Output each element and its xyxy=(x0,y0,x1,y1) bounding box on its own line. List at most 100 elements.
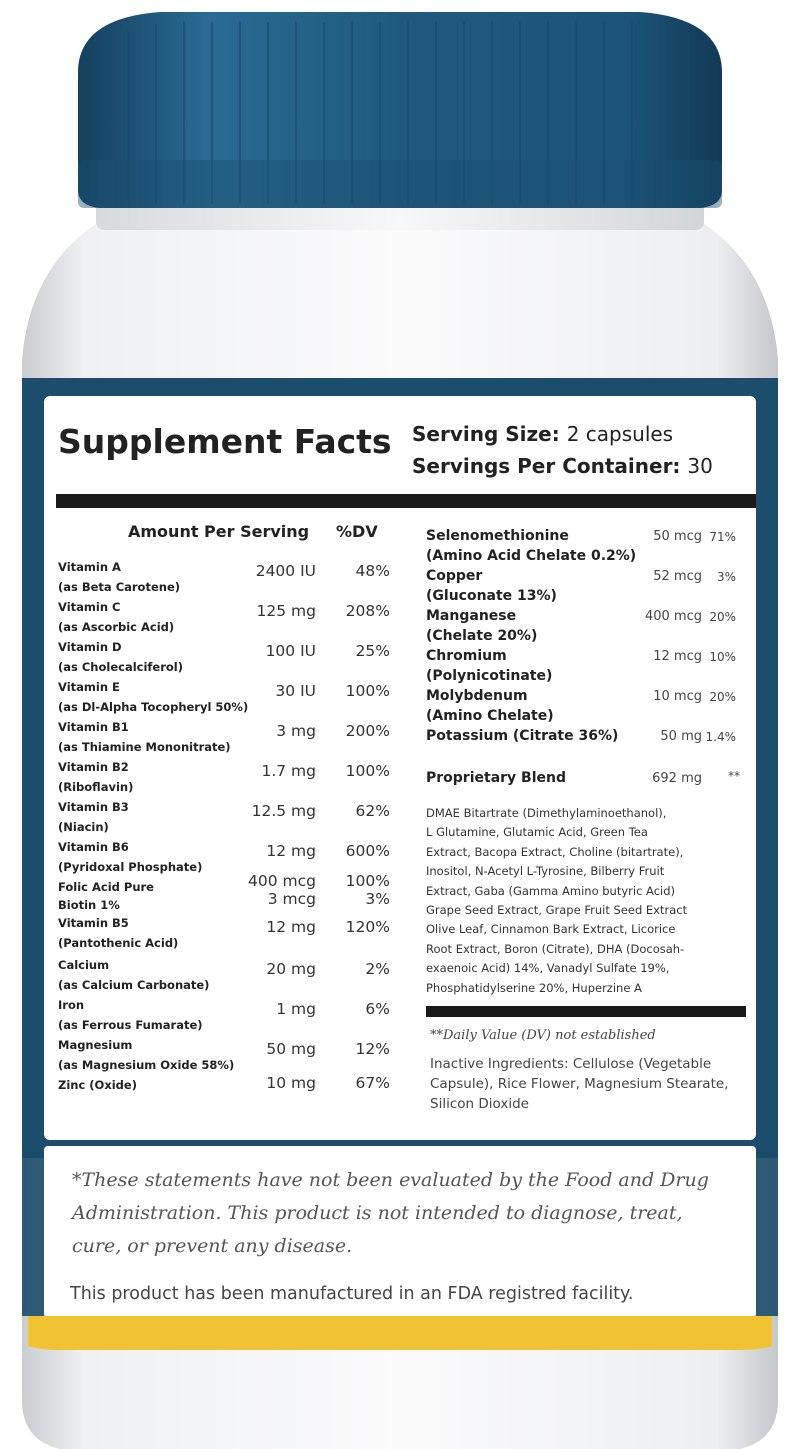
nutrient-source: (as Calcium Carbonate) xyxy=(58,978,210,992)
nutrient-name: Potassium (Citrate 36%) xyxy=(426,728,619,744)
label-panel xyxy=(44,396,756,1140)
fda-disclaimer: *These statements have not been evaluate… xyxy=(72,1169,709,1257)
nutrient-dv: 67% xyxy=(355,1074,390,1092)
nutrient-amount: 12.5 mg xyxy=(251,802,316,820)
inactive-line: Inactive Ingredients: Cellulose (Vegetab… xyxy=(430,1056,712,1072)
nutrient-dv: 3% xyxy=(716,570,736,584)
nutrient-source: (Pyridoxal Phosphate) xyxy=(58,860,203,874)
blend-name: Proprietary Blend xyxy=(426,770,566,786)
nutrient-dv: 3% xyxy=(365,890,390,908)
nutrient-dv: 1.4% xyxy=(705,730,737,744)
nutrient-dv: 12% xyxy=(355,1040,390,1058)
nutrient-source: (Chelate 20%) xyxy=(426,628,538,644)
dv-note: **Daily Value (DV) not established xyxy=(430,1028,656,1043)
blend-line: Olive Leaf, Cinnamon Bark Extract, Licor… xyxy=(426,922,676,937)
nutrient-dv: 200% xyxy=(345,722,390,740)
nutrient-source: (Amino Chelate) xyxy=(426,708,554,724)
nutrient-source: (Pantothenic Acid) xyxy=(58,936,179,950)
inactive-line: Capsule), Rice Flower, Magnesium Stearat… xyxy=(430,1076,729,1092)
nutrient-source: (Amino Acid Chelate 0.2%) xyxy=(426,548,637,564)
nutrient-dv: 208% xyxy=(345,602,390,620)
blend-line: exaenoic Acid) 14%, Vanadyl Sulfate 19%, xyxy=(426,961,670,976)
nutrient-dv: 62% xyxy=(355,802,390,820)
nutrient-name: Vitamin B2 xyxy=(58,760,129,774)
nutrient-dv: 600% xyxy=(345,842,390,860)
nutrient-amount: 12 mg xyxy=(266,918,316,936)
nutrient-name: Vitamin B6 xyxy=(58,840,129,854)
nutrient-source: (as Beta Carotene) xyxy=(58,580,181,594)
nutrient-dv: 71% xyxy=(709,530,736,544)
nutrient-amount: 125 mg xyxy=(256,602,316,620)
nutrient-amount: 50 mcg xyxy=(653,529,702,544)
blend-line: Phosphatidylserine 20%, Huperzine A xyxy=(426,980,642,995)
nutrient-dv: 100% xyxy=(345,682,390,700)
nutrient-source: (as Magnesium Oxide 58%) xyxy=(58,1058,235,1072)
nutrient-dv: 120% xyxy=(345,918,390,936)
blend-line: DMAE Bitartrate (Dimethylaminoethanol), xyxy=(426,806,667,820)
nutrient-amount: 3 mg xyxy=(276,722,316,740)
nutrient-name: Molybdenum xyxy=(426,688,528,704)
nutrient-source: (Polynicotinate) xyxy=(426,668,553,684)
nutrient-dv: 25% xyxy=(355,642,390,660)
nutrient-source: (Riboflavin) xyxy=(58,780,134,794)
nutrient-name: Calcium xyxy=(58,958,110,972)
supplement-facts-label: Supplement Facts Serving Size: 2 capsule… xyxy=(44,396,756,1140)
serving-size: Serving Size: 2 capsules xyxy=(412,422,674,446)
nutrient-amount: 100 IU xyxy=(265,642,316,660)
facility-note: This product has been manufactured in an… xyxy=(70,1284,634,1304)
blend-line: Inositol, N-Acetyl L-Tyrosine, Bilberry … xyxy=(426,864,665,879)
thick-rule xyxy=(56,494,756,508)
inactive-line: Silicon Dioxide xyxy=(430,1096,529,1112)
nutrient-name: Zinc (Oxide) xyxy=(58,1078,137,1092)
nutrient-dv: 2% xyxy=(365,960,390,978)
blend-line: Extract, Bacopa Extract, Choline (bitart… xyxy=(426,844,684,859)
nutrient-name: Selenomethionine xyxy=(426,528,569,544)
nutrient-amount: 50 mg xyxy=(266,1040,316,1058)
nutrient-amount: 10 mcg xyxy=(653,689,702,704)
nutrient-dv: 100% xyxy=(345,872,390,890)
blend-line: L Glutamine, Glutamic Acid, Green Tea xyxy=(426,825,648,840)
nutrient-source: (as Cholecalciferol) xyxy=(58,660,183,674)
nutrient-amount: 400 mcg xyxy=(248,872,316,890)
nutrient-name: Vitamin B3 xyxy=(58,800,129,814)
nutrient-name: Vitamin A xyxy=(58,560,121,574)
nutrient-source: (Gluconate 13%) xyxy=(426,588,557,604)
disclaimer-section: *These statements have not been evaluate… xyxy=(44,1146,756,1316)
blend-line: Extract, Gaba (Gamma Amino butyric Acid) xyxy=(426,883,676,898)
nutrient-name: Folic Acid Pure xyxy=(58,880,154,894)
nutrient-name: Biotin 1% xyxy=(58,898,120,912)
nutrient-amount: 1 mg xyxy=(276,1000,316,1018)
nutrient-name: Magnesium xyxy=(58,1038,133,1052)
nutrient-name: Iron xyxy=(58,998,85,1012)
blend-line: Grape Seed Extract, Grape Fruit Seed Ext… xyxy=(426,903,688,917)
nutrient-amount: 30 IU xyxy=(275,682,316,700)
nutrient-amount: 2400 IU xyxy=(255,562,316,580)
nutrient-name: Vitamin D xyxy=(58,640,122,654)
nutrient-name: Vitamin B5 xyxy=(58,916,129,930)
nutrient-amount: 20 mg xyxy=(266,960,316,978)
disclaimer-panel xyxy=(44,1146,756,1316)
nutrient-dv: 100% xyxy=(345,762,390,780)
nutrient-amount: 1.7 mg xyxy=(261,762,316,780)
nutrient-name: Vitamin B1 xyxy=(58,720,129,734)
nutrient-dv: 20% xyxy=(709,690,736,704)
nutrient-name: Manganese xyxy=(426,608,517,624)
nutrient-dv: 20% xyxy=(709,610,736,624)
amount-header: Amount Per Serving xyxy=(128,522,310,541)
nutrient-source: (as Ascorbic Acid) xyxy=(58,620,175,634)
servings-per-container: Servings Per Container: 30 xyxy=(412,454,713,478)
blend-dv: ** xyxy=(728,769,740,783)
nutrient-amount: 3 mcg xyxy=(267,890,316,908)
blend-rule xyxy=(426,1006,746,1017)
nutrient-amount: 12 mcg xyxy=(653,649,702,664)
nutrient-amount: 12 mg xyxy=(266,842,316,860)
nutrient-name: Copper xyxy=(426,568,483,584)
nutrient-source: (as Ferrous Fumarate) xyxy=(58,1018,203,1032)
dv-header: %DV xyxy=(336,522,378,541)
nutrient-amount: 50 mg xyxy=(660,729,702,744)
panel-title: Supplement Facts xyxy=(58,422,392,461)
nutrient-name: Vitamin E xyxy=(58,680,120,694)
nutrient-dv: 48% xyxy=(355,562,390,580)
nutrient-dv: 6% xyxy=(365,1000,390,1018)
